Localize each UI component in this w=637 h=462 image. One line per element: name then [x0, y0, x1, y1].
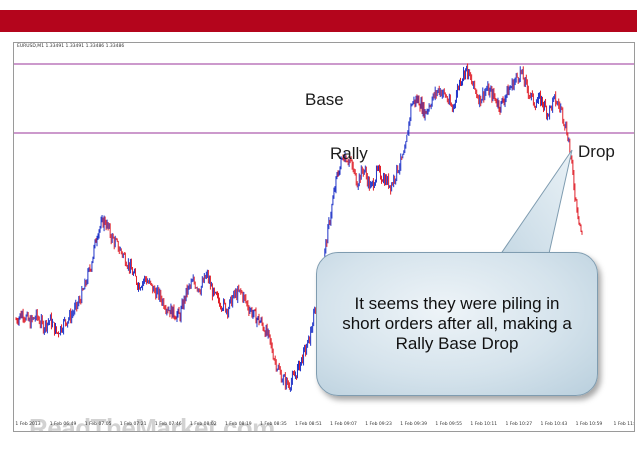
chart-symbol-header: EURUSD,M1 1.33491 1.33491 1.33486 1.3348…: [17, 44, 125, 49]
x-tick-label: 1 Feb 07:05: [84, 422, 112, 427]
watermark-logo: ReadTheMarket.com: [29, 413, 275, 432]
candles-group: [15, 63, 583, 392]
callout-bubble: It seems they were piling in short order…: [316, 252, 598, 396]
x-tick-label: 1 Feb 09:55: [435, 422, 463, 427]
x-tick-label: 1 Feb 10:43: [540, 422, 568, 427]
x-tick-label: 1 Feb 09:23: [365, 422, 392, 427]
x-tick-label: 1 Feb 10:27: [505, 422, 533, 427]
x-tick-label: 1 Feb 08:51: [295, 422, 322, 427]
x-tick-label: 1 Feb 08:19: [225, 422, 252, 427]
x-tick-label: 1 Feb 07:46: [154, 422, 182, 427]
top-red-banner: [0, 10, 637, 32]
x-tick-label: 1 Feb 2013: [15, 422, 41, 427]
callout-text: It seems they were piling in short order…: [342, 294, 572, 353]
x-tick-label: 1 Feb 10:59: [575, 422, 603, 427]
x-tick-label: 1 Feb 09:39: [400, 422, 427, 427]
annotation-rally: Rally: [330, 144, 368, 163]
annotation-base: Base: [305, 90, 344, 109]
x-tick-label: 1 Feb 10:11: [470, 422, 498, 427]
x-tick-label: 1 Feb 09:07: [330, 422, 357, 427]
x-axis: 1 Feb 2013 1 Feb 06:49 1 Feb 07:05 1 Feb 07…: [14, 421, 634, 431]
candlestick-plot: [14, 63, 634, 392]
x-tick-label: 1 Feb 06:49: [49, 422, 77, 427]
x-tick-label: 1 Feb 11:: [613, 422, 635, 427]
x-tick-label: 1 Feb 08:35: [260, 422, 287, 427]
x-tick-label: 1 Feb 08:02: [189, 422, 217, 427]
annotation-drop: Drop: [578, 142, 615, 161]
x-tick-label: 1 Feb 07:21: [119, 422, 147, 427]
